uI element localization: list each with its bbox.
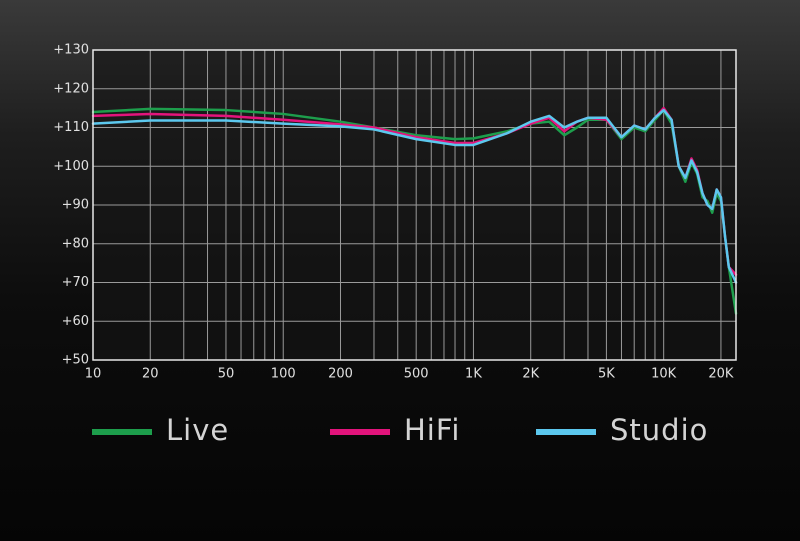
y-tick-label: +110 bbox=[53, 120, 89, 135]
x-tick-label: 50 bbox=[218, 367, 235, 382]
x-tick-label: 100 bbox=[271, 367, 296, 382]
y-tick-label: +90 bbox=[62, 198, 89, 213]
x-tick-label: 20K bbox=[708, 367, 734, 382]
y-tick-label: +130 bbox=[53, 43, 89, 58]
grid bbox=[92, 49, 736, 361]
x-tick-label: 200 bbox=[328, 367, 353, 382]
lines bbox=[91, 106, 738, 315]
legend-label: Live bbox=[166, 413, 229, 447]
x-tick-label: 5K bbox=[598, 367, 615, 382]
y-tick-label: +80 bbox=[62, 236, 89, 251]
x-tick-label: 500 bbox=[404, 367, 429, 382]
legend-label: HiFi bbox=[404, 413, 461, 447]
x-tick-label: 1K bbox=[465, 367, 482, 382]
series-line bbox=[91, 108, 738, 284]
y-tick-label: +70 bbox=[62, 275, 89, 290]
y-tick-label: +50 bbox=[62, 353, 89, 368]
x-tick-label: 10K bbox=[651, 367, 677, 382]
x-tick-label: 2K bbox=[522, 367, 539, 382]
y-tick-label: +60 bbox=[62, 314, 89, 329]
labels: +50 +60 +70 +80 +90 +100 +110 +120 +130 10 20 50 100… bbox=[53, 43, 734, 382]
y-tick-label: +120 bbox=[53, 81, 89, 96]
x-tick-label: 20 bbox=[142, 367, 159, 382]
x-tick-label: 10 bbox=[85, 367, 102, 382]
plot-border bbox=[92, 49, 737, 361]
legend: Live HiFi Studio bbox=[92, 413, 708, 447]
y-tick-label: +100 bbox=[53, 159, 89, 174]
legend-label: Studio bbox=[610, 413, 708, 447]
